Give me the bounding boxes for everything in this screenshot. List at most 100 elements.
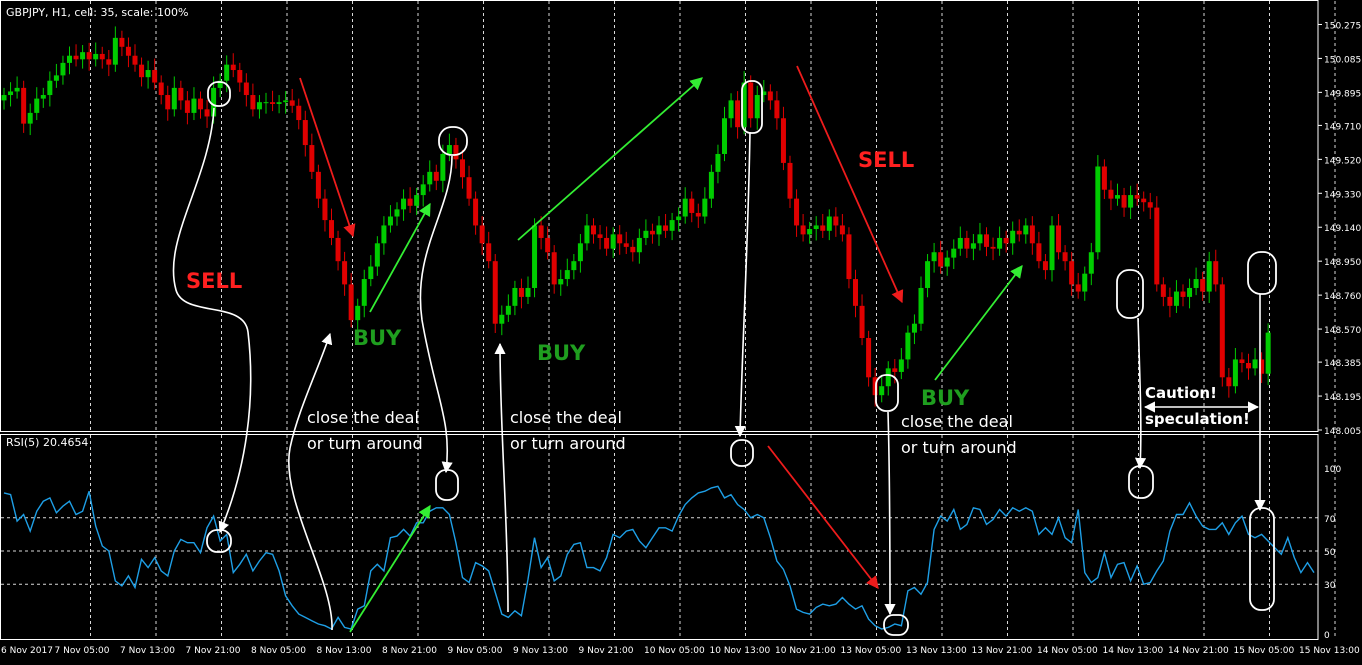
connector-sell [172, 107, 252, 534]
candle-body [925, 261, 931, 288]
candle-body [112, 37, 118, 65]
candle-body [866, 337, 872, 378]
candle-body [1128, 195, 1134, 208]
candle-body [898, 359, 904, 372]
time-tick-label: 8 Nov 05:00 [251, 646, 306, 656]
candle-body [1075, 284, 1081, 292]
close-deal-2-line2: or turn around [510, 434, 626, 453]
chart-title: GBPJPY, H1, cell: 35, scale: 100% [6, 6, 188, 19]
time-tick-label: 8 Nov 21:00 [382, 646, 437, 656]
candle-body [178, 87, 184, 101]
candle-body [230, 64, 236, 71]
candle-body [296, 105, 302, 121]
candle-body [184, 100, 190, 113]
ring-top-mid [438, 126, 468, 156]
candle-body [466, 177, 472, 199]
candle-body [302, 120, 308, 146]
candle-body [754, 95, 760, 119]
candle-body [460, 159, 465, 178]
candle-body [322, 198, 328, 221]
candle-body [1239, 359, 1245, 364]
candle-body [1154, 207, 1160, 285]
candle-body [689, 198, 695, 213]
candle-body [682, 198, 688, 217]
candle-body [191, 98, 197, 113]
time-tick-label: 15 Nov 13:00 [1299, 646, 1360, 656]
rsi-ring-2 [435, 469, 459, 501]
candle-body [283, 100, 289, 103]
rsi-tick-label: 30 [1324, 581, 1336, 591]
time-tick-label: 13 Nov 13:00 [906, 646, 967, 656]
candle-body [243, 82, 249, 96]
time-tick-label: 10 Nov 05:00 [644, 646, 705, 656]
ring-top-right [741, 80, 763, 134]
candle-body [1, 95, 7, 101]
ring-speculation [1247, 251, 1277, 295]
candle-body [905, 332, 911, 360]
time-tick-label: 10 Nov 13:00 [710, 646, 771, 656]
candle-body [27, 112, 33, 124]
candle-body [8, 91, 14, 96]
candle-body [479, 225, 485, 244]
candle-body [885, 368, 891, 387]
candle-body [630, 246, 636, 253]
candle-body [99, 53, 105, 60]
candle-body [1056, 225, 1062, 253]
time-tick-label: 6 Nov 2017 [1, 646, 53, 656]
connector-caution [1134, 317, 1147, 470]
ring-bottom-1 [875, 374, 899, 412]
candle-body [708, 171, 714, 199]
candle-body [780, 118, 786, 163]
candle-body [957, 237, 963, 249]
candle-body [1062, 252, 1068, 262]
candle-body [86, 52, 92, 60]
candle-body [53, 75, 59, 81]
candle-body [309, 145, 315, 172]
time-tick-label: 15 Nov 05:00 [1234, 646, 1295, 656]
candle-body [1160, 284, 1166, 297]
rsi-ring-5 [1128, 465, 1154, 499]
candle-body [990, 246, 996, 249]
candle-body [649, 230, 655, 235]
candle-body [1141, 198, 1147, 203]
candle-body [918, 287, 924, 324]
candle-body [1226, 377, 1232, 387]
close-deal-3-line2: or turn around [901, 438, 1017, 457]
candle-body [1232, 359, 1238, 387]
time-tick-label: 14 Nov 05:00 [1037, 646, 1098, 656]
candle-body [1134, 195, 1140, 199]
candle-body [1029, 225, 1035, 244]
candle-body [348, 284, 354, 321]
candle-body [741, 82, 747, 128]
candle-body [564, 270, 570, 280]
candle-body [473, 198, 479, 226]
candle-body [532, 225, 538, 288]
caution-label: Caution! [1145, 384, 1217, 402]
rsi-down-arrow [767, 445, 879, 589]
time-tick-label: 7 Nov 13:00 [120, 646, 175, 656]
candle-body [1265, 332, 1271, 374]
candle-body [767, 91, 773, 101]
candle-body [728, 100, 734, 119]
candle-body [1088, 252, 1094, 274]
rsi-tick-label: 0 [1324, 631, 1330, 641]
connector-buy-2 [494, 342, 509, 613]
candle-body [276, 102, 282, 104]
candle-body [342, 261, 348, 285]
rsi-tick-label: 50 [1324, 548, 1336, 558]
close-deal-1-line1: close the deal [307, 408, 419, 427]
candle-body [446, 145, 452, 154]
candle-body [997, 237, 1003, 249]
candle-body [879, 386, 885, 396]
candle-body [1200, 279, 1206, 292]
candle-body [486, 243, 492, 262]
candle-body [420, 184, 426, 196]
price-tick-label: 149.895 [1324, 89, 1361, 99]
price-tick-label: 148.760 [1324, 292, 1361, 302]
candle-body [1206, 261, 1212, 292]
connector-close-3 [884, 411, 896, 616]
candle-body [1246, 363, 1251, 369]
candle-body [951, 248, 957, 258]
